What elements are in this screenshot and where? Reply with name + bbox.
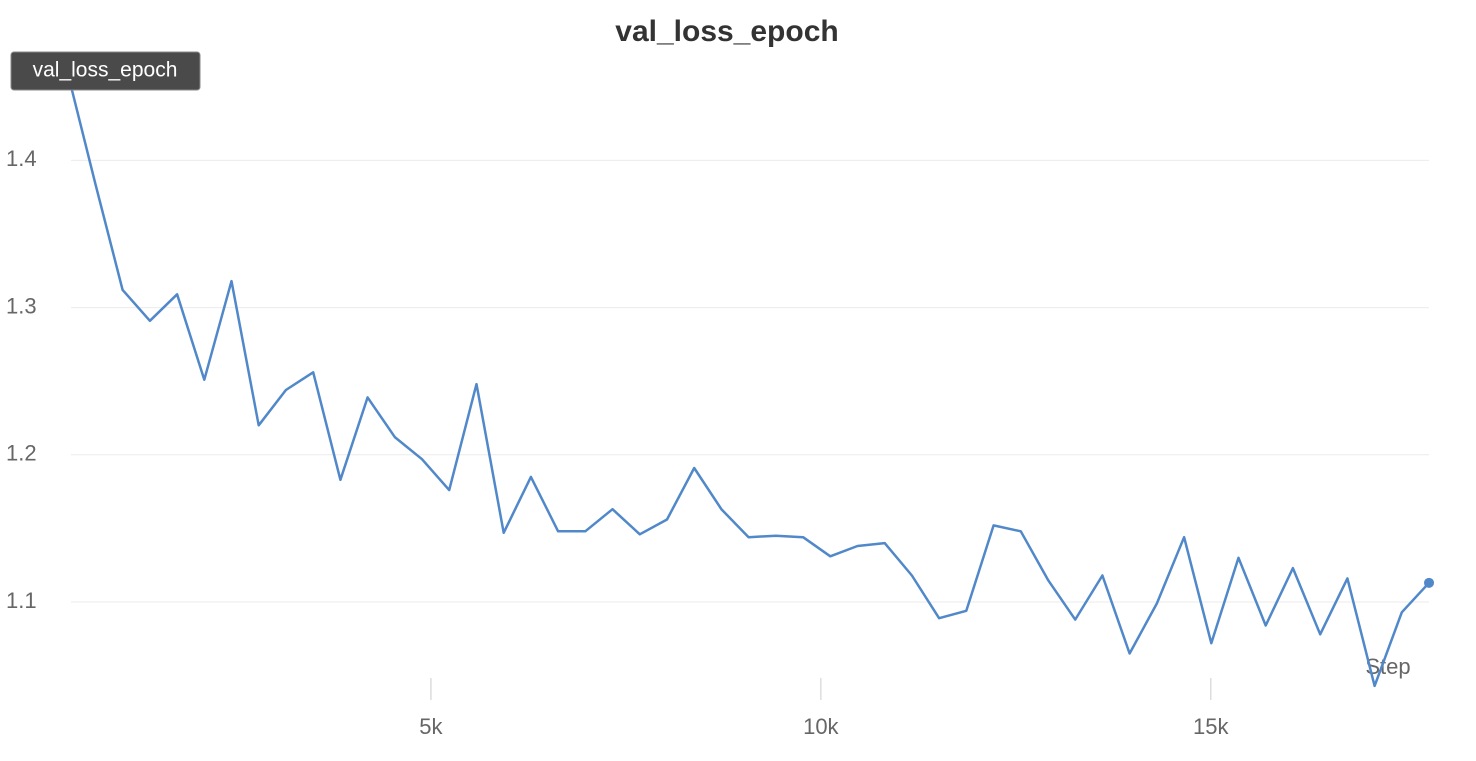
chart-title: val_loss_epoch — [615, 15, 838, 48]
y-tick-label: 1.4 — [6, 146, 37, 171]
line — [66, 74, 1430, 688]
y-tick-label: 1.2 — [6, 441, 37, 466]
x-tick-label: 5k — [419, 714, 443, 739]
y-tick-label: 1.3 — [6, 293, 37, 318]
x-tick-label: 10k — [803, 714, 839, 739]
tooltip-text: val_loss_epoch — [33, 59, 178, 82]
end-point — [1424, 577, 1435, 588]
y-tick-label: 1.1 — [6, 588, 37, 613]
x-tick-label: 15k — [1193, 714, 1229, 739]
tooltip-box — [10, 51, 201, 91]
tooltip: val_loss_epoch — [10, 51, 201, 91]
